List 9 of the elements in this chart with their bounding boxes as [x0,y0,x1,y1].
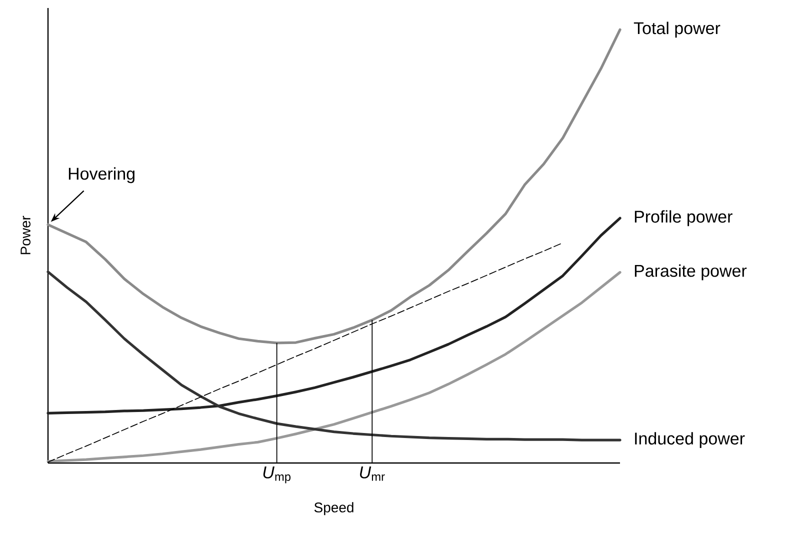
series-label: Induced power [635,432,745,448]
x-tick-label: U$_{mp}$ [263,466,290,484]
y-axis-title: Power [20,216,30,254]
series-label: Profile power [634,210,732,226]
annotation: Hovering [68,167,134,184]
x-axis-title: Speed [314,502,354,516]
series-label: Total power [634,22,720,38]
series-label: Parasite power [634,264,747,280]
x-tick-label: U$_{mr}$ [360,466,385,481]
